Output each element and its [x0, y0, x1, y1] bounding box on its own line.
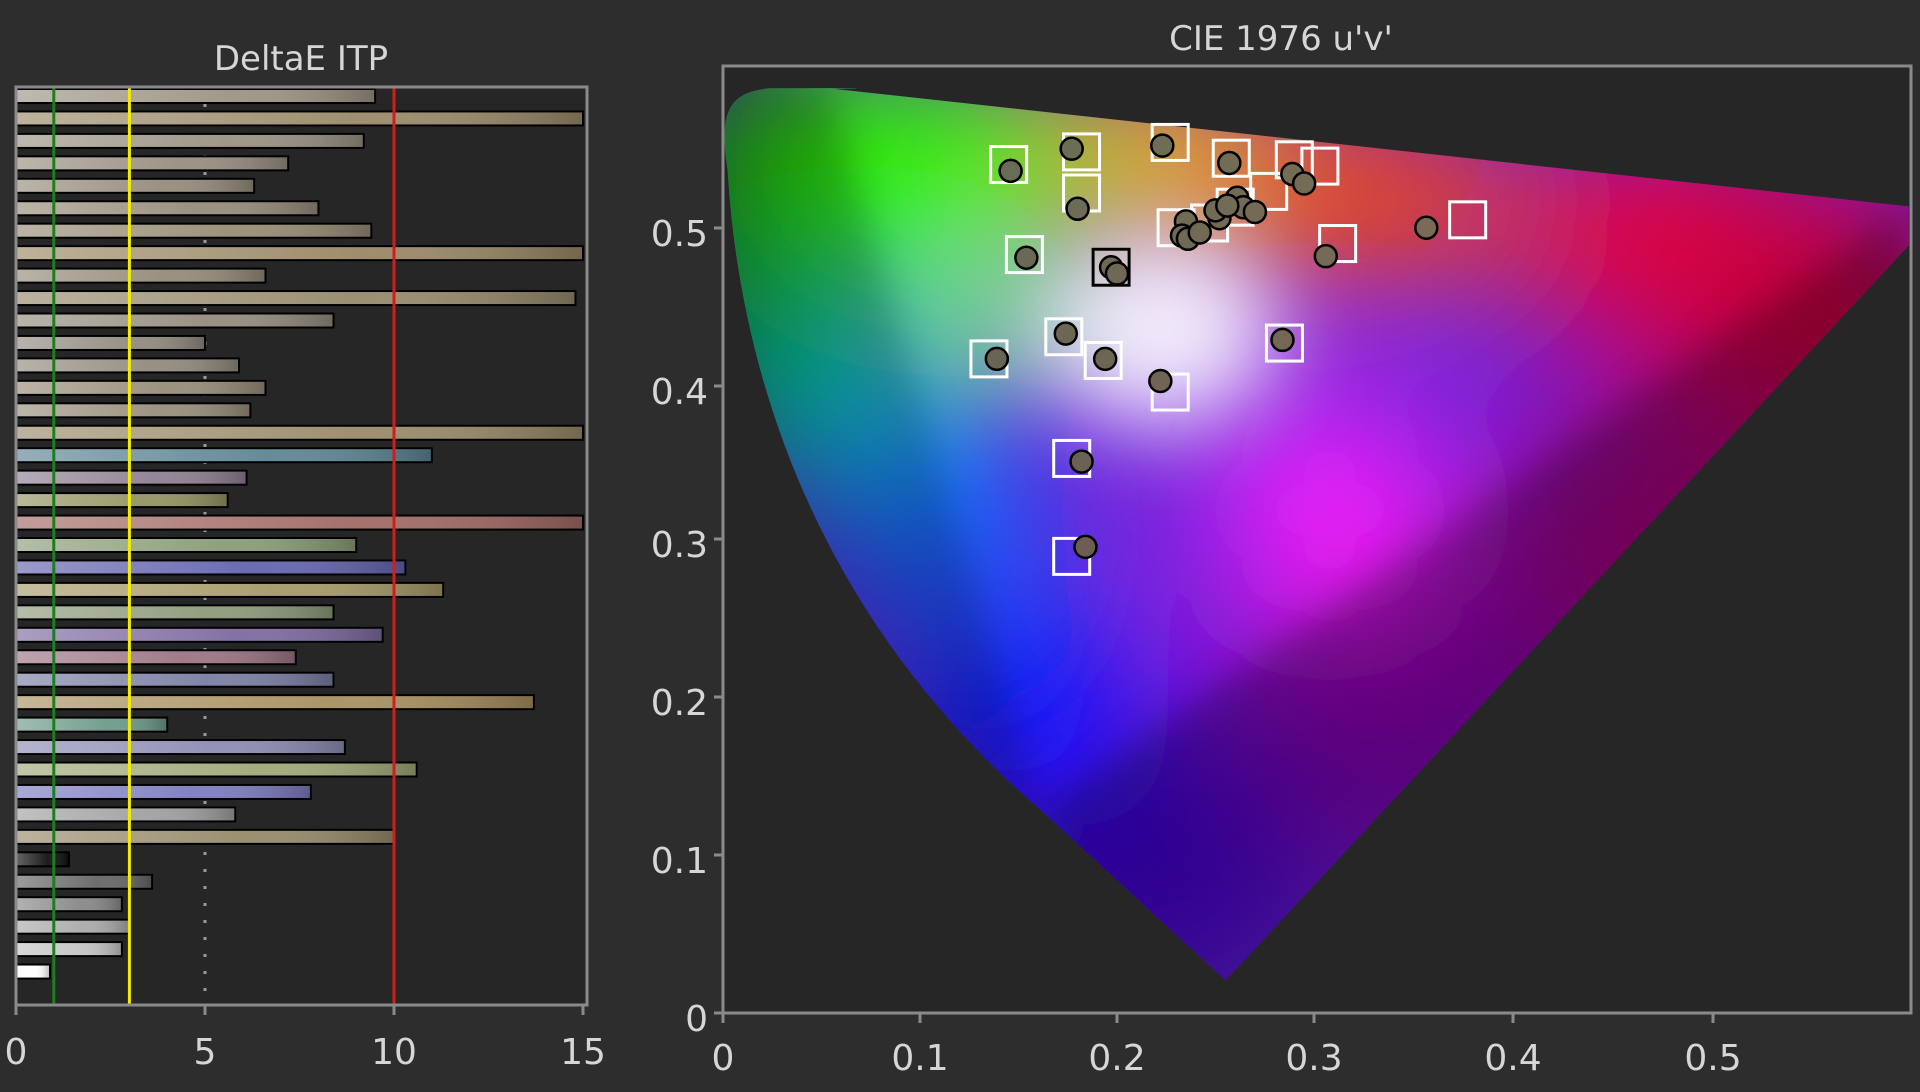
cie-x-tick-label: 0.3	[1285, 1038, 1342, 1079]
cie-target-marker	[1318, 224, 1358, 264]
deltae-x-tick-label: 10	[371, 1032, 417, 1073]
cie-markers	[969, 122, 1488, 576]
deltae-bar	[15, 290, 577, 307]
deltae-bar	[15, 783, 312, 800]
cie-measured-point	[1148, 368, 1173, 394]
deltae-bar	[15, 222, 373, 239]
deltae-bars	[15, 88, 584, 980]
deltae-bar	[15, 537, 358, 553]
deltae-bar	[15, 873, 154, 890]
deltae-bar	[15, 806, 237, 823]
deltae-bar	[15, 671, 335, 688]
cie-x-tick-label: 0	[712, 1038, 735, 1079]
deltae-bar	[15, 896, 123, 913]
deltae-bar	[15, 828, 395, 845]
cie-measured-point	[1059, 136, 1084, 161]
cie-title: CIE 1976 u'v'	[1169, 19, 1393, 59]
cie-chart: CIE 1976 u'v'	[651, 19, 1913, 1079]
deltae-bar	[15, 761, 418, 778]
cie-y-tick-label: 0.1	[651, 841, 708, 882]
deltae-bar	[15, 514, 584, 531]
deltae-bar	[15, 155, 290, 172]
deltae-bar	[15, 492, 229, 509]
deltae-bar	[15, 357, 241, 374]
deltae-bar	[15, 132, 365, 149]
cie-x-tick-label: 0.5	[1684, 1038, 1741, 1079]
deltae-bar	[15, 424, 584, 441]
cie-measured-point	[1217, 150, 1242, 176]
cie-measured-point	[1150, 133, 1175, 158]
deltae-bar	[15, 245, 584, 262]
cie-y-tick-label: 0	[685, 999, 708, 1040]
deltae-chart: DeltaE ITP 0 5 10 15	[5, 39, 606, 1073]
deltae-bar	[15, 851, 70, 868]
cie-measured-point	[1215, 193, 1240, 218]
deltae-bar	[15, 941, 123, 958]
cie-measured-point	[1092, 346, 1118, 372]
deltae-x-tick-label: 15	[560, 1032, 606, 1073]
cie-target-marker	[1211, 138, 1251, 178]
deltae-bar	[15, 649, 297, 666]
cie-measured-point	[1270, 327, 1295, 353]
cie-y-tick-label: 0.4	[651, 372, 708, 413]
cie-y-tick-label: 0.3	[651, 525, 708, 566]
cie-measured-point	[1291, 171, 1317, 196]
deltae-bar	[15, 88, 377, 104]
deltae-frame	[14, 85, 589, 1007]
cie-measured-point	[1242, 199, 1268, 225]
deltae-title: DeltaE ITP	[214, 39, 388, 79]
deltae-bar	[15, 716, 169, 733]
deltae-bar	[15, 581, 445, 598]
cie-whitepoint-marker	[1091, 247, 1131, 287]
cie-measured-point	[1313, 243, 1339, 269]
deltae-bar	[15, 312, 335, 329]
deltae-bar	[15, 177, 256, 194]
deltae-bar	[15, 469, 248, 486]
cie-measured-point	[1014, 245, 1039, 271]
cie-y-tick-label: 0.5	[651, 214, 708, 255]
cie-measured-point	[998, 158, 1023, 184]
deltae-bar	[15, 918, 131, 935]
cie-measured-point	[1073, 534, 1098, 560]
cie-target-marker	[1448, 200, 1488, 240]
cie-measured-point	[984, 346, 1010, 372]
cie-measured-point	[1414, 215, 1439, 240]
deltae-x-tick-label: 5	[194, 1032, 217, 1073]
cie-target-marker	[1249, 171, 1289, 211]
deltae-bar	[15, 110, 584, 127]
cie-measured-point	[1104, 261, 1130, 286]
cie-target-marker	[1044, 317, 1084, 357]
cie-x-tick-label: 0.4	[1484, 1038, 1541, 1079]
deltae-bar	[15, 694, 535, 711]
deltae-bar	[15, 739, 346, 756]
cie-target-marker	[1300, 146, 1340, 186]
cie-target-marker	[1264, 323, 1304, 363]
deltae-bar	[15, 447, 433, 464]
deltae-bar	[15, 559, 407, 576]
deltae-bar	[15, 963, 52, 980]
cie-y-tick-label: 0.2	[651, 683, 708, 724]
cie-measured-point	[1187, 220, 1212, 245]
cie-target-marker	[1083, 340, 1123, 380]
deltae-bar	[15, 379, 267, 396]
deltae-bar	[15, 604, 335, 621]
cie-x-tick-label: 0.1	[891, 1038, 948, 1079]
cie-measured-point	[1053, 321, 1079, 346]
cie-measured-point	[1069, 449, 1094, 474]
deltae-bar	[15, 402, 252, 419]
deltae-bar	[15, 334, 206, 351]
deltae-x-tick-label: 0	[5, 1032, 28, 1073]
cie-x-tick-label: 0.2	[1088, 1038, 1145, 1079]
deltae-bar	[15, 626, 384, 643]
deltae-bar	[15, 200, 320, 217]
cie-measured-point	[1065, 196, 1090, 222]
cie-target-marker	[1004, 235, 1044, 275]
